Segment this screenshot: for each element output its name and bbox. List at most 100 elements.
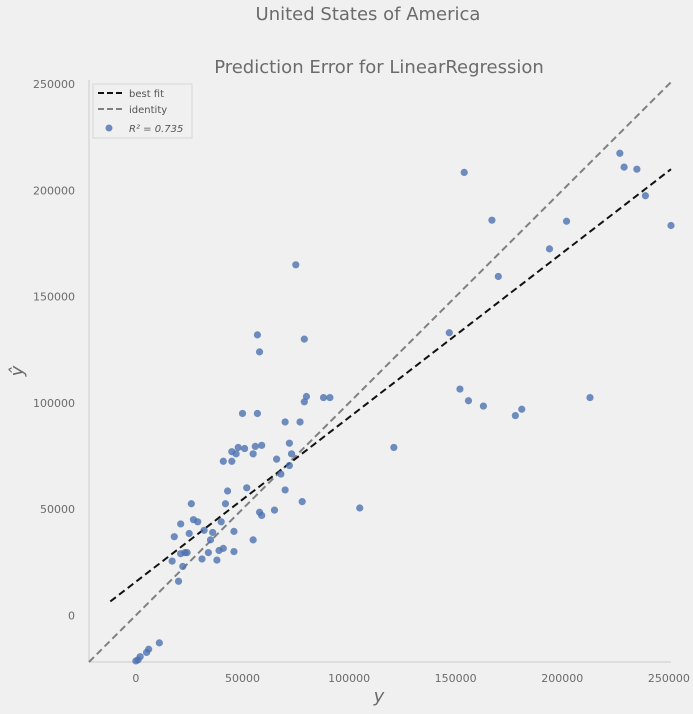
data-point bbox=[198, 555, 206, 563]
data-point bbox=[319, 393, 328, 402]
y-tick-label: 100000 bbox=[33, 397, 75, 410]
data-point bbox=[586, 393, 594, 402]
data-point bbox=[234, 443, 242, 452]
legend-r2-marker bbox=[105, 124, 113, 132]
x-tick-label: 150000 bbox=[435, 672, 477, 685]
data-point bbox=[300, 335, 308, 343]
data-point bbox=[238, 409, 247, 418]
data-point bbox=[194, 518, 202, 526]
data-point bbox=[287, 450, 296, 458]
data-point bbox=[170, 533, 178, 541]
data-point bbox=[213, 556, 221, 564]
data-point bbox=[155, 639, 163, 647]
legend-identity-label: identity bbox=[129, 105, 167, 116]
data-point bbox=[219, 544, 227, 552]
data-point bbox=[356, 504, 364, 512]
data-point bbox=[223, 487, 232, 495]
x-tick-label: 200000 bbox=[541, 672, 583, 685]
data-point bbox=[241, 444, 249, 453]
data-point bbox=[620, 163, 628, 171]
data-point bbox=[277, 470, 285, 478]
x-tick-labels: 0 50000 100000 150000 200000 250000 bbox=[132, 672, 689, 685]
data-point bbox=[464, 397, 473, 405]
y-tick-label: 200000 bbox=[33, 184, 75, 197]
data-point bbox=[667, 221, 675, 230]
data-point bbox=[187, 500, 195, 508]
scatter-points bbox=[132, 149, 675, 665]
data-point bbox=[633, 165, 641, 173]
x-tick-label: 0 bbox=[132, 672, 139, 685]
data-point bbox=[249, 450, 257, 458]
data-point bbox=[545, 245, 554, 253]
data-point bbox=[145, 645, 153, 653]
data-point bbox=[228, 457, 236, 465]
data-point bbox=[251, 442, 259, 451]
data-point bbox=[255, 348, 264, 356]
data-point bbox=[253, 409, 262, 418]
data-point bbox=[230, 527, 238, 535]
x-axis-label: y bbox=[373, 686, 385, 707]
data-point bbox=[179, 562, 187, 571]
data-point bbox=[232, 450, 240, 458]
data-point bbox=[217, 518, 225, 526]
x-tick-label: 50000 bbox=[225, 672, 260, 685]
data-point bbox=[258, 441, 266, 449]
data-point bbox=[511, 412, 519, 420]
x-tick-label: 250000 bbox=[648, 672, 690, 685]
data-point bbox=[185, 529, 193, 538]
data-point bbox=[296, 418, 304, 426]
data-point bbox=[174, 577, 183, 585]
data-point bbox=[221, 500, 230, 508]
data-point bbox=[249, 536, 257, 544]
data-point bbox=[518, 405, 526, 413]
data-point bbox=[641, 192, 650, 200]
y-tick-labels: 0 50000 100000 150000 200000 250000 bbox=[33, 78, 75, 622]
data-point bbox=[292, 261, 300, 269]
data-point bbox=[183, 549, 191, 557]
data-point bbox=[253, 331, 262, 339]
data-point bbox=[326, 393, 334, 402]
data-point bbox=[445, 329, 453, 337]
data-point bbox=[177, 520, 185, 528]
data-point bbox=[390, 443, 398, 452]
y-tick-label: 250000 bbox=[33, 78, 75, 91]
y-tick-label: 0 bbox=[68, 609, 75, 622]
y-tick-label: 50000 bbox=[40, 503, 75, 516]
data-point bbox=[562, 217, 571, 225]
data-point bbox=[136, 653, 144, 661]
data-point bbox=[479, 402, 487, 410]
best-fit-line bbox=[109, 168, 672, 603]
data-point bbox=[281, 486, 289, 494]
data-point bbox=[204, 549, 212, 557]
data-point bbox=[168, 557, 176, 565]
chart-title: Prediction Error for LinearRegression bbox=[214, 57, 544, 78]
data-point bbox=[219, 457, 227, 465]
suptitle: United States of America bbox=[256, 4, 481, 25]
data-point bbox=[298, 498, 306, 506]
data-point bbox=[243, 484, 251, 492]
data-point bbox=[200, 526, 208, 534]
data-point bbox=[302, 392, 311, 401]
data-point bbox=[281, 418, 289, 426]
data-point bbox=[270, 506, 279, 514]
data-point bbox=[273, 455, 281, 463]
data-point bbox=[209, 528, 217, 537]
data-point bbox=[616, 149, 624, 157]
fit-lines bbox=[88, 81, 672, 663]
data-point bbox=[230, 547, 238, 556]
data-point bbox=[460, 168, 468, 176]
y-tick-label: 150000 bbox=[33, 291, 75, 304]
data-point bbox=[285, 439, 293, 447]
legend-r2-label: R² = 0.735 bbox=[129, 124, 183, 135]
y-axis-label: ŷ bbox=[7, 365, 28, 377]
data-point bbox=[494, 272, 502, 281]
legend-best-fit-label: best fit bbox=[129, 89, 164, 100]
data-point bbox=[285, 461, 293, 470]
x-tick-label: 100000 bbox=[328, 672, 370, 685]
legend: best fit identity R² = 0.735 bbox=[92, 83, 193, 139]
data-point bbox=[206, 536, 215, 544]
identity-line bbox=[88, 81, 672, 663]
data-point bbox=[456, 385, 464, 393]
data-point bbox=[488, 216, 496, 224]
